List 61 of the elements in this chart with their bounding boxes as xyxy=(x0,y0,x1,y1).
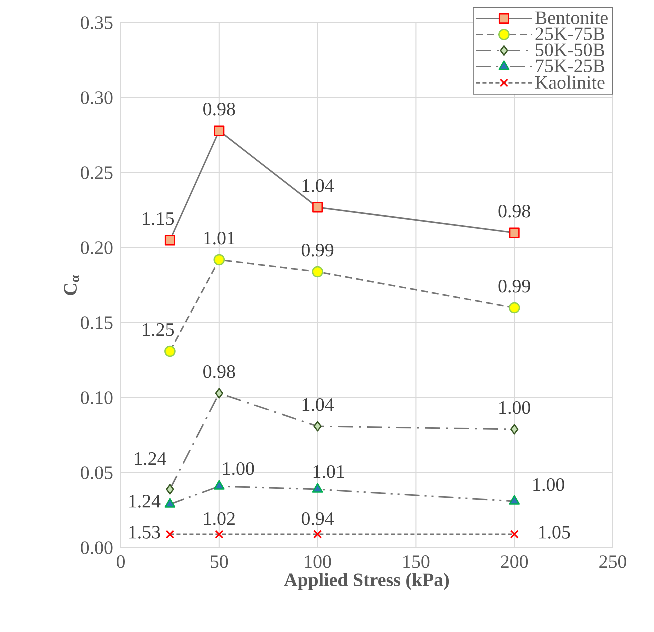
y-tick-label: 0.00 xyxy=(81,542,113,554)
y-tick-label: 0.05 xyxy=(81,466,113,480)
annotation: 1.01 xyxy=(314,465,344,478)
y-tick-label: 0.35 xyxy=(81,16,113,30)
point xyxy=(164,235,176,246)
x-tick-label: 250 xyxy=(600,556,626,568)
legend-label: Bentonite xyxy=(536,12,608,24)
point xyxy=(510,424,519,435)
y-tick-label: 0.15 xyxy=(81,316,113,330)
point xyxy=(312,483,324,493)
point xyxy=(215,530,224,539)
annotation: 1.15 xyxy=(143,212,174,226)
annotation: 0.98 xyxy=(204,102,236,116)
point xyxy=(510,530,519,539)
y-axis-title: C$_{α}$ xyxy=(64,275,80,296)
annotation: 1.00 xyxy=(534,478,564,492)
point xyxy=(509,228,520,238)
point xyxy=(312,202,324,213)
point xyxy=(312,266,324,278)
annotation: 1.53 xyxy=(130,526,160,539)
point xyxy=(214,126,225,136)
point xyxy=(166,530,174,539)
annotation: 0.94 xyxy=(302,512,334,526)
x-tick-label: 150 xyxy=(404,556,430,568)
legend-label: Kaolinite xyxy=(536,76,605,90)
annotation: 1.00 xyxy=(500,401,530,414)
point xyxy=(509,495,520,505)
point xyxy=(508,302,520,314)
point xyxy=(314,421,322,432)
annotation: 1.05 xyxy=(539,526,570,539)
point xyxy=(164,346,176,358)
y-tick-label: 0.25 xyxy=(81,166,113,180)
point xyxy=(166,484,174,495)
annotation: 0.98 xyxy=(204,365,236,378)
annotation: 1.24 xyxy=(135,452,166,466)
x-tick-label: 200 xyxy=(501,556,528,568)
point xyxy=(215,388,224,399)
legend-label: 75K-25B xyxy=(536,60,604,73)
annotation: 0.99 xyxy=(302,244,334,257)
y-tick-label: 0.30 xyxy=(81,92,113,104)
annotation: 1.04 xyxy=(302,179,334,192)
annotation: 1.01 xyxy=(204,232,235,245)
point xyxy=(314,530,322,539)
annotation: 0.99 xyxy=(498,280,530,293)
annotation: 1.00 xyxy=(223,462,254,476)
annotation: 1.25 xyxy=(143,324,174,336)
legend-label: 25K-75B xyxy=(536,28,604,40)
point xyxy=(214,254,226,266)
x-tick-label: 50 xyxy=(211,556,228,568)
annotation: 0.98 xyxy=(498,204,530,218)
point xyxy=(164,498,176,508)
x-tick-label: 0 xyxy=(116,556,126,568)
annotation: 1.02 xyxy=(204,512,235,526)
annotation: 1.24 xyxy=(130,495,161,508)
x-axis-title: Applied Stress (kPa) xyxy=(284,573,450,590)
x-tick-label: 100 xyxy=(305,556,332,568)
annotation: 1.04 xyxy=(302,398,334,412)
y-tick-label: 0.20 xyxy=(81,242,113,254)
legend-label: 50K-50B xyxy=(536,44,604,56)
y-tick-label: 0.10 xyxy=(81,392,113,404)
point xyxy=(214,480,225,490)
